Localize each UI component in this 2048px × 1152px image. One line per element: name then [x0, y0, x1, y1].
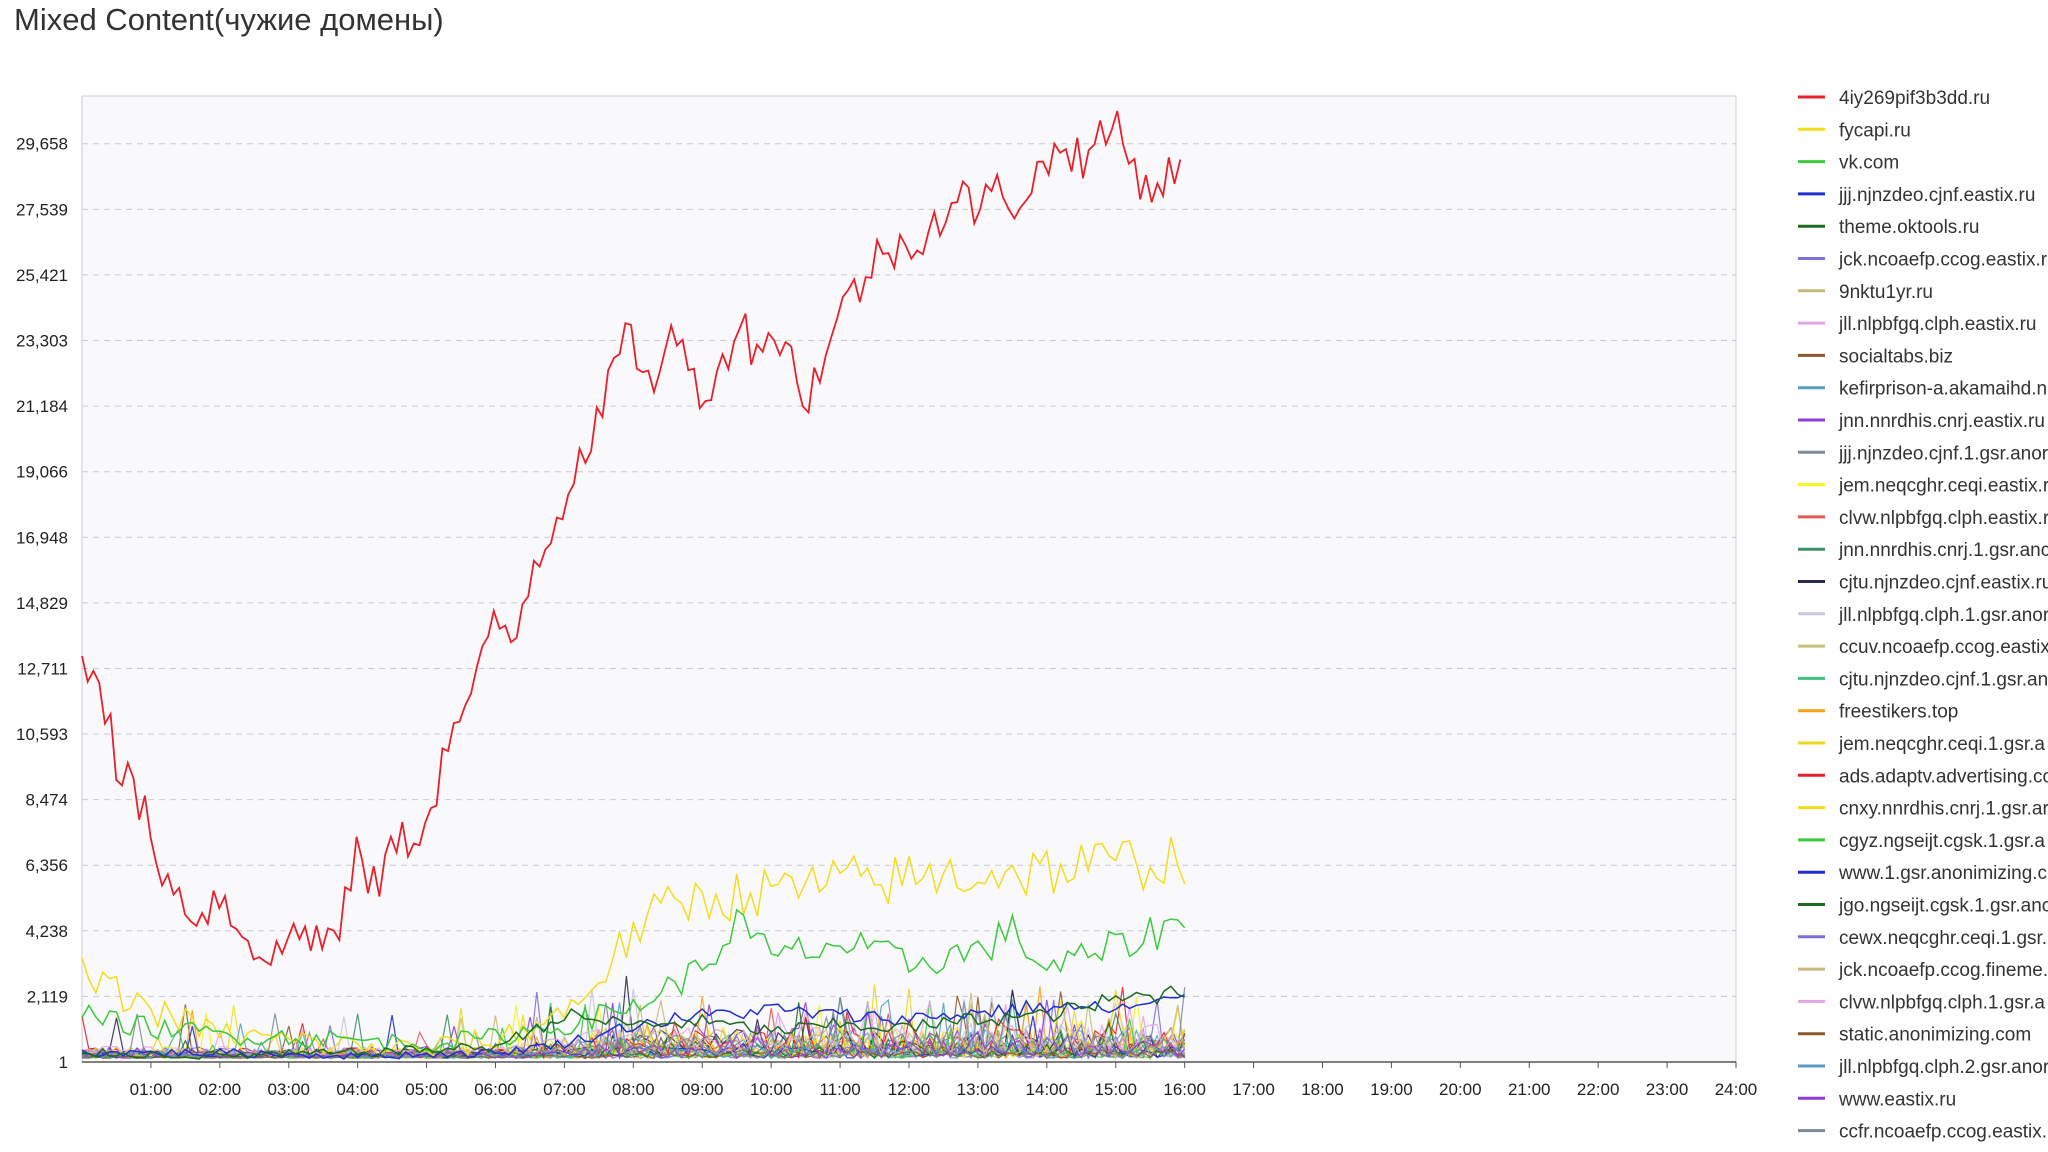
y-tick-label: 23,303	[16, 332, 68, 351]
legend-item-label[interactable]: vk.com	[1839, 153, 1899, 174]
legend-item-label[interactable]: 4iy269pif3b3dd.ru	[1839, 88, 1990, 109]
legend-item-label[interactable]: www.eastix.ru	[1838, 1089, 1956, 1110]
legend-item-label[interactable]: jck.ncoaefp.ccog.fineme.	[1838, 960, 2048, 981]
series-line-secondary	[82, 985, 1185, 1060]
legend-item-label[interactable]: ads.adaptv.advertising.co	[1839, 766, 2048, 787]
x-tick-label: 06:00	[474, 1080, 517, 1099]
x-tick-label: 09:00	[681, 1080, 724, 1099]
y-tick-label: 4,238	[25, 922, 68, 941]
x-tick-label: 11:00	[819, 1080, 860, 1099]
x-tick-label: 04:00	[336, 1080, 379, 1099]
x-tick-label: 21:00	[1508, 1080, 1551, 1099]
y-tick-label: 27,539	[16, 200, 68, 219]
x-tick-label: 01:00	[130, 1080, 173, 1099]
legend-item-label[interactable]: kefirprison-a.akamaihd.n	[1839, 379, 2047, 400]
legend-item-label[interactable]: cewx.neqcghr.ceqi.1.gsr.	[1839, 928, 2047, 949]
x-tick-label: 03:00	[267, 1080, 310, 1099]
x-tick-label: 16:00	[1163, 1080, 1206, 1099]
legend: 4iy269pif3b3dd.ru fycapi.ru vk.com jjj.njnz…	[1798, 88, 2048, 1143]
x-tick-label: 02:00	[199, 1080, 242, 1099]
legend-item-label[interactable]: 9nktu1yr.ru	[1839, 282, 1933, 303]
x-tick-label: 10:00	[750, 1080, 793, 1099]
series	[81, 110, 1186, 1060]
series-line-main	[81, 110, 1182, 967]
y-axis: 1 2,119 4,238 6,356 8,474 10,593 12,711 14,829 1…	[16, 135, 68, 1072]
legend-item-label[interactable]: www.1.gsr.anonimizing.c	[1838, 863, 2047, 884]
y-tick-label: 29,658	[16, 135, 68, 154]
legend-item-label[interactable]: fycapi.ru	[1839, 120, 1911, 141]
y-tick-label: 8,474	[25, 791, 68, 810]
legend-item-label[interactable]: freestikers.top	[1839, 702, 1958, 723]
x-tick-label: 05:00	[405, 1080, 448, 1099]
legend-item-label[interactable]: jnn.nnrdhis.cnrj.1.gsr.anc	[1838, 540, 2048, 561]
x-tick-label: 15:00	[1094, 1080, 1137, 1099]
legend-item-label[interactable]: ccfr.ncoaefp.ccog.eastix.	[1839, 1122, 2047, 1143]
x-tick-label: 18:00	[1301, 1080, 1344, 1099]
legend-item-label[interactable]: jll.nlpbfgq.clph.1.gsr.anor	[1838, 605, 2048, 626]
legend-item-label[interactable]: cnxy.nnrdhis.cnrj.1.gsr.ar	[1839, 799, 2048, 820]
legend-item-label[interactable]: static.anonimizing.com	[1839, 1025, 2031, 1046]
legend-item-label[interactable]: theme.oktools.ru	[1839, 217, 1979, 238]
legend-item-label[interactable]: jem.neqcghr.ceqi.eastix.r	[1838, 476, 2048, 497]
legend-item-label[interactable]: jjj.njnzdeo.cjnf.eastix.ru	[1838, 185, 2035, 206]
y-tick-label: 16,948	[16, 528, 68, 547]
y-tick-label: 10,593	[16, 725, 68, 744]
y-tick-label: 19,066	[16, 463, 68, 482]
series-line-secondary	[81, 837, 1186, 1058]
legend-item-label[interactable]: socialtabs.biz	[1839, 346, 1953, 367]
grid	[82, 143, 1736, 997]
x-tick-label: 20:00	[1439, 1080, 1482, 1099]
x-tick-label: 14:00	[1026, 1080, 1069, 1099]
x-tick-label: 17:00	[1232, 1080, 1275, 1099]
y-tick-label: 2,119	[27, 987, 68, 1006]
legend-item-label[interactable]: jjj.njnzdeo.cjnf.1.gsr.anor	[1838, 443, 2048, 464]
series-line-minor	[81, 989, 1186, 1060]
x-tick-label: 23:00	[1646, 1080, 1689, 1099]
y-tick-label: 12,711	[17, 659, 68, 678]
x-tick-label: 07:00	[543, 1080, 586, 1099]
x-tick-label: 13:00	[957, 1080, 1000, 1099]
x-axis: 01:00 02:00 03:00 04:00 05:00 06:00 07:00 08:00…	[130, 1062, 1758, 1099]
y-tick-label: 14,829	[16, 594, 68, 613]
legend-item-label[interactable]: jnn.nnrdhis.cnrj.eastix.ru	[1838, 411, 2045, 432]
x-tick-label: 22:00	[1577, 1080, 1620, 1099]
legend-item-label[interactable]: cgyz.ngseijt.cgsk.1.gsr.a	[1839, 831, 2045, 852]
y-tick-label: 21,184	[16, 397, 68, 416]
legend-item-label[interactable]: jgo.ngseijt.cgsk.1.gsr.anc	[1838, 896, 2048, 917]
legend-item-label[interactable]: ccuv.ncoaefp.ccog.eastix	[1839, 637, 2048, 658]
x-tick-label: 24:00	[1715, 1080, 1758, 1099]
legend-item-label[interactable]: clvw.nlpbfgq.clph.1.gsr.a	[1839, 992, 2045, 1013]
legend-item-label[interactable]: jll.nlpbfgq.clph.eastix.ru	[1838, 314, 2037, 335]
x-tick-label: 12:00	[888, 1080, 931, 1099]
plot-area	[81, 95, 1737, 1063]
series-line-secondary	[81, 908, 1186, 1053]
small-series-cluster	[81, 975, 1186, 1061]
x-tick-label: 08:00	[612, 1080, 655, 1099]
page-title: Mixed Content(чужие домены)	[14, 2, 444, 37]
x-tick-label: 19:00	[1370, 1080, 1413, 1099]
legend-item-label[interactable]: cjtu.njnzdeo.cjnf.1.gsr.an	[1839, 669, 2048, 690]
legend-item-label[interactable]: jem.neqcghr.ceqi.1.gsr.a	[1838, 734, 2045, 755]
legend-item-label[interactable]: jck.ncoaefp.ccog.eastix.r	[1838, 250, 2048, 271]
y-tick-label: 6,356	[25, 856, 68, 875]
y-tick-label: 1	[59, 1053, 68, 1072]
legend-item-label[interactable]: jll.nlpbfgq.clph.2.gsr.anor	[1838, 1057, 2048, 1078]
legend-item-label[interactable]: cjtu.njnzdeo.cjnf.eastix.ru	[1839, 573, 2048, 594]
y-tick-label: 25,421	[16, 266, 68, 285]
legend-item-label[interactable]: clvw.nlpbfgq.clph.eastix.r	[1839, 508, 2048, 529]
